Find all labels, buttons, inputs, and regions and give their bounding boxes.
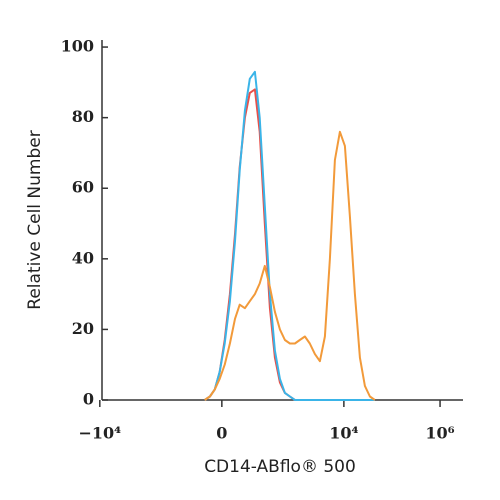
- histogram-line: [204, 88, 375, 401]
- y-tick-label: 80: [72, 107, 94, 126]
- x-tick-label: −10⁴: [78, 424, 121, 443]
- y-axis-label: Relative Cell Number: [25, 130, 45, 309]
- x-tick-label: 10⁶: [425, 424, 454, 443]
- x-tick-label: 10⁴: [329, 424, 358, 443]
- x-axis-label: CD14-ABflo® 500: [204, 457, 356, 477]
- histogram-line: [204, 70, 375, 401]
- y-tick-label: 20: [72, 319, 94, 338]
- y-tick-label: 60: [72, 178, 94, 197]
- x-tick-label: 0: [216, 424, 227, 443]
- y-tick-label: 100: [61, 37, 94, 56]
- y-tick-label: 40: [72, 248, 94, 267]
- y-tick-label: 0: [83, 390, 94, 409]
- histogram-line: [204, 130, 376, 401]
